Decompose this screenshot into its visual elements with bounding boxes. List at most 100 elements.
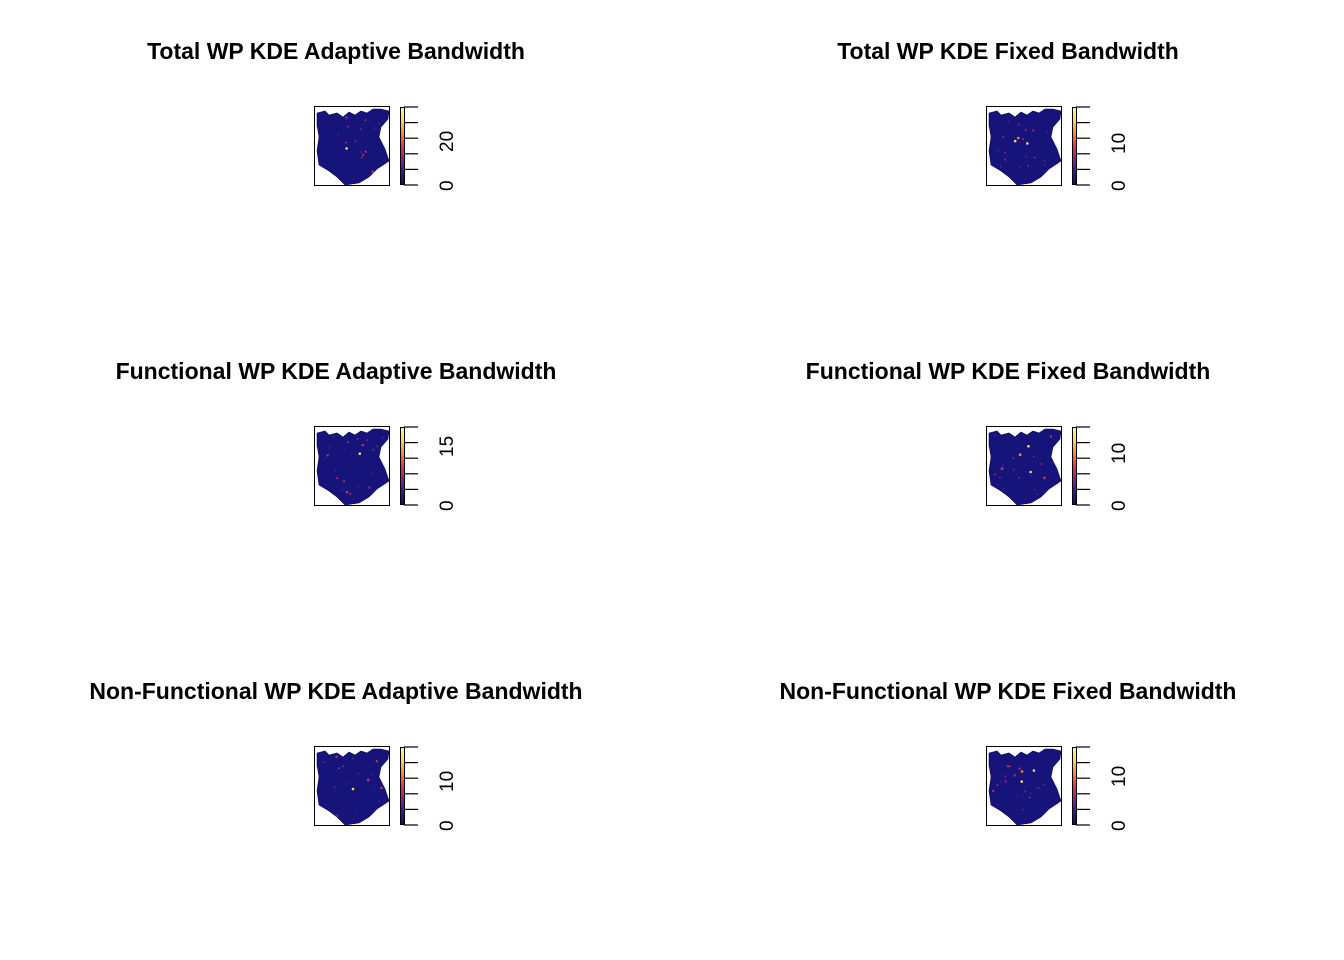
panel-total-fixed: Total WP KDE Fixed Bandwidth 0 10 xyxy=(672,0,1344,320)
density-spot xyxy=(1018,174,1020,176)
kde-map xyxy=(986,106,1062,186)
density-spot xyxy=(1025,155,1028,158)
density-spot xyxy=(361,443,364,447)
density-spot xyxy=(380,786,383,790)
density-spot xyxy=(337,790,339,792)
density-spot xyxy=(341,765,344,768)
density-spot xyxy=(993,473,996,476)
density-spot xyxy=(371,472,374,475)
density-spot xyxy=(1004,781,1007,784)
density-spot xyxy=(1049,435,1053,438)
density-spot xyxy=(1030,166,1033,169)
density-peak xyxy=(1020,770,1024,773)
density-spot xyxy=(332,435,335,438)
colorbar-tick-label: 0 xyxy=(437,499,458,511)
kde-map xyxy=(314,106,390,186)
density-spot xyxy=(1029,792,1033,795)
density-spot xyxy=(1036,493,1038,495)
density-spot xyxy=(996,784,999,786)
panel-title: Functional WP KDE Adaptive Bandwidth xyxy=(115,358,557,384)
density-spot xyxy=(362,154,365,157)
density-spot xyxy=(376,445,379,448)
density-spot xyxy=(322,168,324,171)
density-peak xyxy=(1018,453,1022,456)
density-peak xyxy=(1013,139,1017,143)
density-spot xyxy=(1021,793,1024,796)
density-spot xyxy=(1044,164,1046,166)
density-spot xyxy=(1022,138,1025,141)
colorbar-ticks xyxy=(404,746,418,826)
density-spot xyxy=(1033,456,1035,458)
density-spot xyxy=(999,781,1003,784)
density-spot xyxy=(1052,132,1055,135)
density-spot xyxy=(1019,166,1022,168)
panel-title: Non-Functional WP KDE Fixed Bandwidth xyxy=(779,678,1237,704)
density-peak xyxy=(1032,769,1036,772)
density-spot xyxy=(354,140,357,142)
density-spot xyxy=(378,122,380,125)
density-spot xyxy=(1018,767,1021,770)
density-spot xyxy=(377,171,379,173)
density-spot xyxy=(1016,439,1018,441)
density-spot xyxy=(372,784,375,787)
density-spot xyxy=(1012,457,1015,460)
kde-map xyxy=(314,426,390,506)
density-spot xyxy=(333,786,336,789)
density-spot xyxy=(346,782,349,785)
density-spot xyxy=(1004,158,1007,161)
density-peak xyxy=(1026,142,1029,145)
density-spot xyxy=(381,766,383,768)
kde-map xyxy=(314,746,390,826)
density-spot xyxy=(372,448,375,451)
kde-map xyxy=(986,426,1062,506)
map-fill xyxy=(317,109,389,185)
density-spot xyxy=(356,438,359,440)
density-peak xyxy=(1027,445,1030,448)
region-outline xyxy=(316,428,389,505)
density-spot xyxy=(1045,130,1049,134)
density-spot xyxy=(1018,476,1020,479)
density-spot xyxy=(345,125,348,128)
panel-title: Non-Functional WP KDE Adaptive Bandwidth xyxy=(89,678,583,704)
density-peak xyxy=(1020,780,1023,783)
region-outline xyxy=(988,428,1061,505)
density-spot xyxy=(371,773,375,776)
density-spot xyxy=(1007,119,1010,123)
density-spot xyxy=(992,789,995,793)
density-peak xyxy=(1017,136,1020,140)
density-spot xyxy=(335,755,338,759)
density-spot xyxy=(1002,136,1005,138)
density-spot xyxy=(1000,467,1004,471)
density-peak xyxy=(351,787,355,791)
density-spot xyxy=(340,489,344,492)
colorbar xyxy=(1072,107,1077,185)
panel-nonfunctional-fixed: Non-Functional WP KDE Fixed Bandwidth 0 1… xyxy=(672,640,1344,960)
density-spot xyxy=(1028,812,1031,815)
density-spot xyxy=(326,454,329,457)
density-spot xyxy=(1040,462,1043,466)
density-spot xyxy=(1012,468,1015,471)
colorbar-ticks xyxy=(404,426,418,506)
density-spot xyxy=(999,476,1001,479)
colorbar-tick-label: 15 xyxy=(437,435,458,457)
density-spot xyxy=(381,133,384,136)
density-spot xyxy=(344,448,346,450)
colorbar-tick-label: 10 xyxy=(1109,765,1130,787)
density-spot xyxy=(345,116,349,119)
density-spot xyxy=(323,458,326,461)
density-spot xyxy=(345,138,348,140)
density-spot xyxy=(367,486,371,489)
density-spot xyxy=(1024,470,1026,473)
density-spot xyxy=(347,441,349,443)
panel-functional-adaptive: Functional WP KDE Adaptive Bandwidth 0 15 xyxy=(0,320,672,640)
density-spot xyxy=(1028,796,1031,799)
colorbar xyxy=(400,427,405,505)
density-peak xyxy=(345,147,348,150)
density-spot xyxy=(366,439,369,442)
density-spot xyxy=(1034,488,1036,490)
density-spot xyxy=(1015,795,1018,798)
density-spot xyxy=(373,126,377,130)
density-spot xyxy=(1004,775,1007,778)
density-spot xyxy=(1030,475,1032,477)
